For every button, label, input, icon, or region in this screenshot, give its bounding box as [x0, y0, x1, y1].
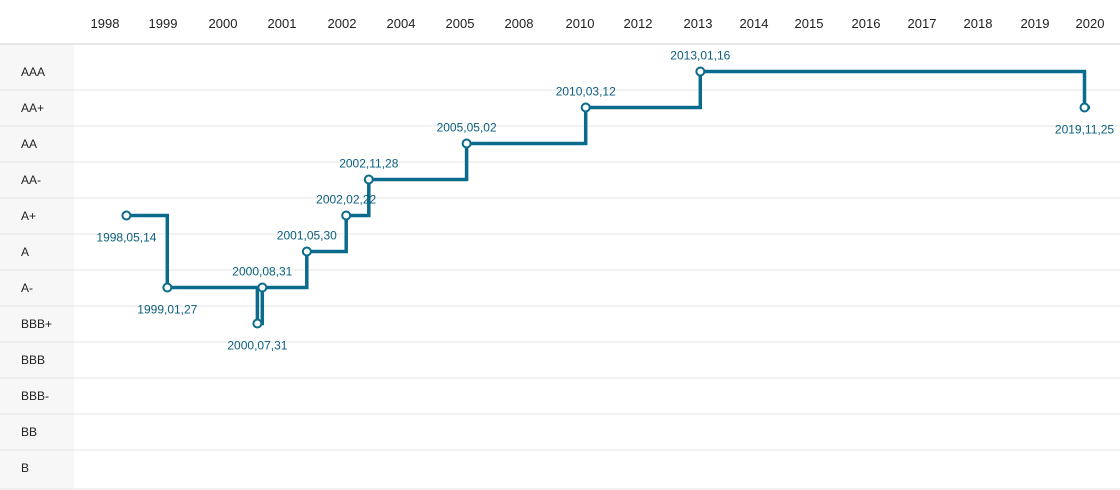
year-tick-label: 2020 — [1076, 16, 1105, 31]
rating-series-line — [126, 69, 1090, 326]
rating-tick-label: A+ — [21, 209, 36, 223]
rating-tick-label: BBB — [21, 353, 45, 367]
year-tick-label: 2018 — [964, 16, 993, 31]
rating-change-date-label: 2000,08,31 — [232, 265, 292, 279]
rating-change-date-label: 2001,05,30 — [277, 229, 337, 243]
rating-tick-label: AA+ — [21, 101, 44, 115]
rating-label-column — [0, 44, 74, 490]
rating-change-date-label: 2010,03,12 — [556, 85, 616, 99]
year-tick-label: 2004 — [387, 16, 416, 31]
year-tick-label: 1998 — [91, 16, 120, 31]
year-tick-label: 2012 — [624, 16, 653, 31]
rating-tick-label: B — [21, 461, 29, 475]
rating-change-point — [252, 318, 263, 329]
rating-tick-label: A — [21, 245, 29, 259]
year-tick-label: 2017 — [908, 16, 937, 31]
rating-change-point — [301, 246, 312, 257]
year-tick-label: 1999 — [149, 16, 178, 31]
rating-tick-label: BBB- — [21, 389, 49, 403]
rating-change-date-label: 2019,11,25 — [1055, 123, 1114, 137]
year-tick-label: 2019 — [1021, 16, 1050, 31]
year-axis: 1998 1999 2000 2001 2002 2004 2005 2008 2010 2012… — [91, 16, 1105, 31]
rating-change-point — [162, 282, 173, 293]
rating-tick-label: BB — [21, 425, 37, 439]
rating-change-date-label: 2000,07,31 — [227, 339, 287, 353]
rating-change-point — [695, 66, 706, 77]
rating-change-date-label: 2002,11,28 — [339, 157, 398, 171]
year-tick-label: 2000 — [209, 16, 238, 31]
rating-change-date-label: 2002,02,22 — [316, 193, 376, 207]
year-tick-label: 2013 — [684, 16, 713, 31]
rating-change-point — [580, 102, 591, 113]
grid-lines — [0, 43, 1120, 490]
rating-change-date-label: 1999,01,27 — [137, 303, 197, 317]
year-tick-label: 2008 — [505, 16, 534, 31]
rating-change-point — [1079, 102, 1090, 113]
rating-change-date-label: 2005,05,02 — [437, 121, 497, 135]
year-tick-label: 2015 — [795, 16, 824, 31]
year-tick-label: 2005 — [446, 16, 475, 31]
rating-change-date-label: 2013,01,16 — [670, 49, 730, 63]
year-tick-label: 2016 — [852, 16, 881, 31]
rating-tick-label: AA- — [21, 173, 41, 187]
rating-tick-label: A- — [21, 281, 33, 295]
year-tick-label: 2001 — [268, 16, 297, 31]
rating-change-date-label: 1998,05,14 — [96, 231, 156, 245]
rating-change-point — [341, 210, 352, 221]
year-tick-label: 2002 — [328, 16, 357, 31]
rating-tick-label: AAA — [21, 65, 45, 79]
year-tick-label: 2010 — [566, 16, 595, 31]
rating-tick-label: AA — [21, 137, 37, 151]
rating-change-point — [461, 138, 472, 149]
rating-change-point — [257, 282, 268, 293]
rating-tick-label: BBB+ — [21, 317, 52, 331]
rating-change-points — [121, 66, 1090, 329]
rating-change-point — [121, 210, 132, 221]
rating-change-point — [363, 174, 374, 185]
rating-change-labels: 1998,05,14 1999,01,27 2000,07,31 2000,08,31… — [96, 49, 1114, 353]
year-tick-label: 2014 — [740, 16, 769, 31]
